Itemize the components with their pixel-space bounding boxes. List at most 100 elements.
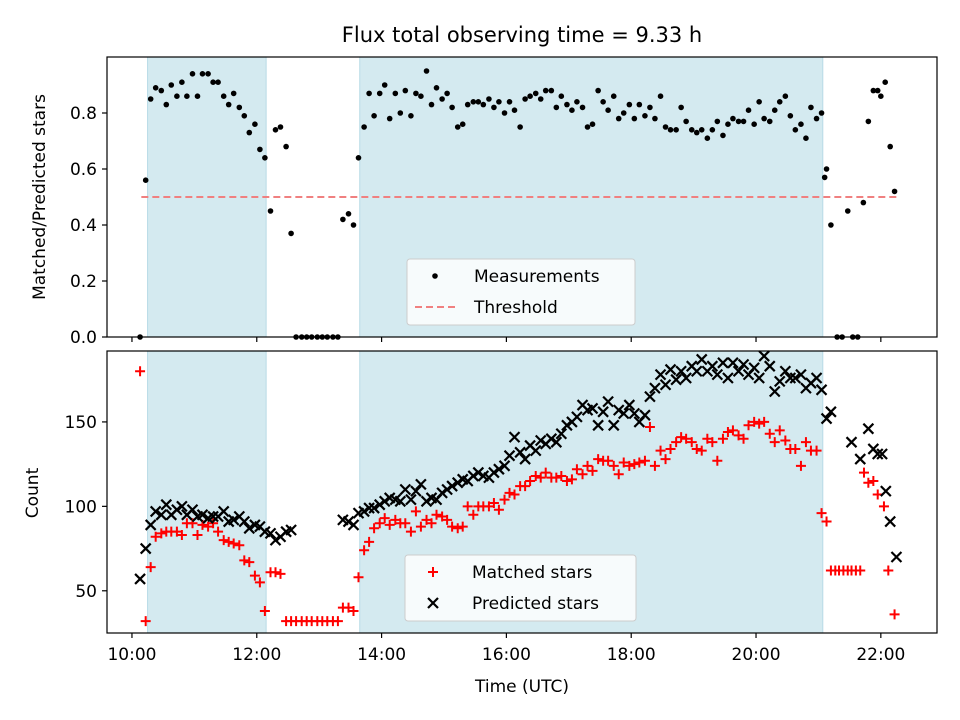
- matched-stars-point: [156, 528, 167, 539]
- matched-stars-point: [426, 518, 437, 529]
- measurement-point: [874, 87, 881, 94]
- matched-stars-point: [176, 530, 187, 541]
- matched-stars-point: [499, 494, 510, 505]
- matched-stars-point: [213, 526, 224, 537]
- measurement-point: [205, 71, 211, 77]
- matched-stars-point: [509, 489, 520, 500]
- matched-stars-point: [629, 459, 640, 470]
- matched-stars-point: [353, 572, 364, 583]
- measurement-point: [605, 107, 611, 113]
- measurement-point: [595, 87, 601, 94]
- y-tick-label: 0.2: [70, 272, 97, 292]
- measurement-point: [610, 93, 617, 99]
- predicted-stars-point: [373, 498, 386, 511]
- measurement-point: [345, 211, 352, 217]
- predicted-stars-point: [441, 483, 453, 496]
- matched-stars-point: [462, 501, 473, 512]
- predicted-stars-point: [217, 505, 230, 518]
- measurement-point: [511, 107, 518, 113]
- matched-stars-point: [405, 526, 416, 537]
- predicted-stars-point: [675, 365, 687, 378]
- measurement-point: [506, 99, 513, 105]
- matched-stars-point: [187, 518, 198, 529]
- measurement-point: [818, 110, 825, 116]
- predicted-stars-point: [508, 431, 521, 443]
- measurement-point: [475, 99, 482, 105]
- measurement-point: [667, 127, 674, 133]
- predicted-stars-point: [654, 368, 667, 381]
- predicted-stars-point: [171, 503, 183, 516]
- measurement-point: [184, 93, 190, 99]
- measurement-point: [163, 101, 170, 108]
- measurement-point: [246, 129, 253, 136]
- matched-stars-point: [254, 577, 265, 588]
- measurement-point: [564, 101, 570, 108]
- matched-stars-point: [135, 366, 146, 377]
- measurement-point: [776, 99, 783, 105]
- matched-stars-point: [743, 420, 754, 431]
- predicted-stars-point: [446, 480, 458, 492]
- predicted-stars-point: [405, 493, 417, 506]
- predicted-stars-point: [753, 372, 765, 384]
- measurement-point: [454, 124, 461, 130]
- measurement-point: [142, 177, 149, 183]
- measurement-point: [631, 115, 638, 122]
- count-panel: 50 100 150 10:00 12:00 14:00 16:00 18:00 20:00 22…: [65, 350, 938, 665]
- measurement-point: [215, 79, 221, 85]
- measurement-point: [657, 93, 664, 99]
- measurement-point: [725, 121, 731, 127]
- matched-stars-point: [655, 445, 666, 456]
- measurement-point: [158, 87, 165, 94]
- measurement-point: [720, 132, 726, 139]
- y-tick-label: 150: [65, 413, 97, 433]
- predicted-stars-point: [451, 476, 464, 489]
- matched-stars-point: [780, 435, 791, 446]
- measurement-point: [501, 110, 508, 116]
- matched-stars-point: [488, 497, 499, 508]
- measurement-point: [553, 104, 560, 111]
- measurement-point: [262, 155, 268, 161]
- measurement-point: [470, 99, 477, 105]
- predicted-stars-point: [664, 363, 677, 376]
- predicted-stars-point: [243, 522, 256, 535]
- measurement-point: [882, 79, 889, 85]
- predicted-stars-point: [415, 478, 427, 491]
- measurement-point: [693, 129, 700, 136]
- matched-stars-point: [197, 519, 208, 530]
- predicted-stars-point: [862, 422, 875, 435]
- matched-stars-point: [457, 521, 468, 532]
- predicted-stars-point: [160, 498, 173, 511]
- matched-stars-point: [244, 557, 255, 568]
- predicted-stars-point: [358, 505, 370, 518]
- matched-stars-point: [676, 432, 687, 443]
- predicted-stars-point: [884, 515, 896, 528]
- predicted-stars-point: [845, 436, 858, 448]
- measurement-point: [486, 96, 492, 102]
- measurement-point: [642, 113, 648, 119]
- predicted-stars-point: [472, 466, 485, 479]
- matched-stars-point: [442, 514, 453, 525]
- measurement-point: [730, 115, 736, 122]
- measurement-point: [808, 104, 814, 111]
- matched-stars-point: [665, 443, 676, 454]
- matched-stars-point: [556, 470, 567, 481]
- matched-stars-point: [530, 470, 541, 481]
- matched-stars-point: [855, 565, 866, 576]
- measurement-point: [887, 143, 893, 150]
- measurement-point: [371, 113, 377, 119]
- predicted-stars-point: [722, 372, 734, 384]
- measurement-point: [257, 146, 263, 153]
- matched-stars-point: [369, 523, 380, 534]
- figure-title: Flux total observing time = 9.33 h: [342, 23, 702, 47]
- predicted-stars-point: [607, 419, 620, 432]
- predicted-stars-point: [711, 368, 724, 381]
- measurement-point: [444, 90, 450, 97]
- measurement-point: [891, 188, 898, 195]
- predicted-stars-point: [561, 419, 573, 432]
- predicted-stars-point: [488, 466, 500, 479]
- measurement-point: [600, 99, 606, 105]
- measurement-point: [480, 101, 487, 108]
- matched-stars-point: [504, 487, 515, 498]
- measurement-point: [756, 99, 762, 105]
